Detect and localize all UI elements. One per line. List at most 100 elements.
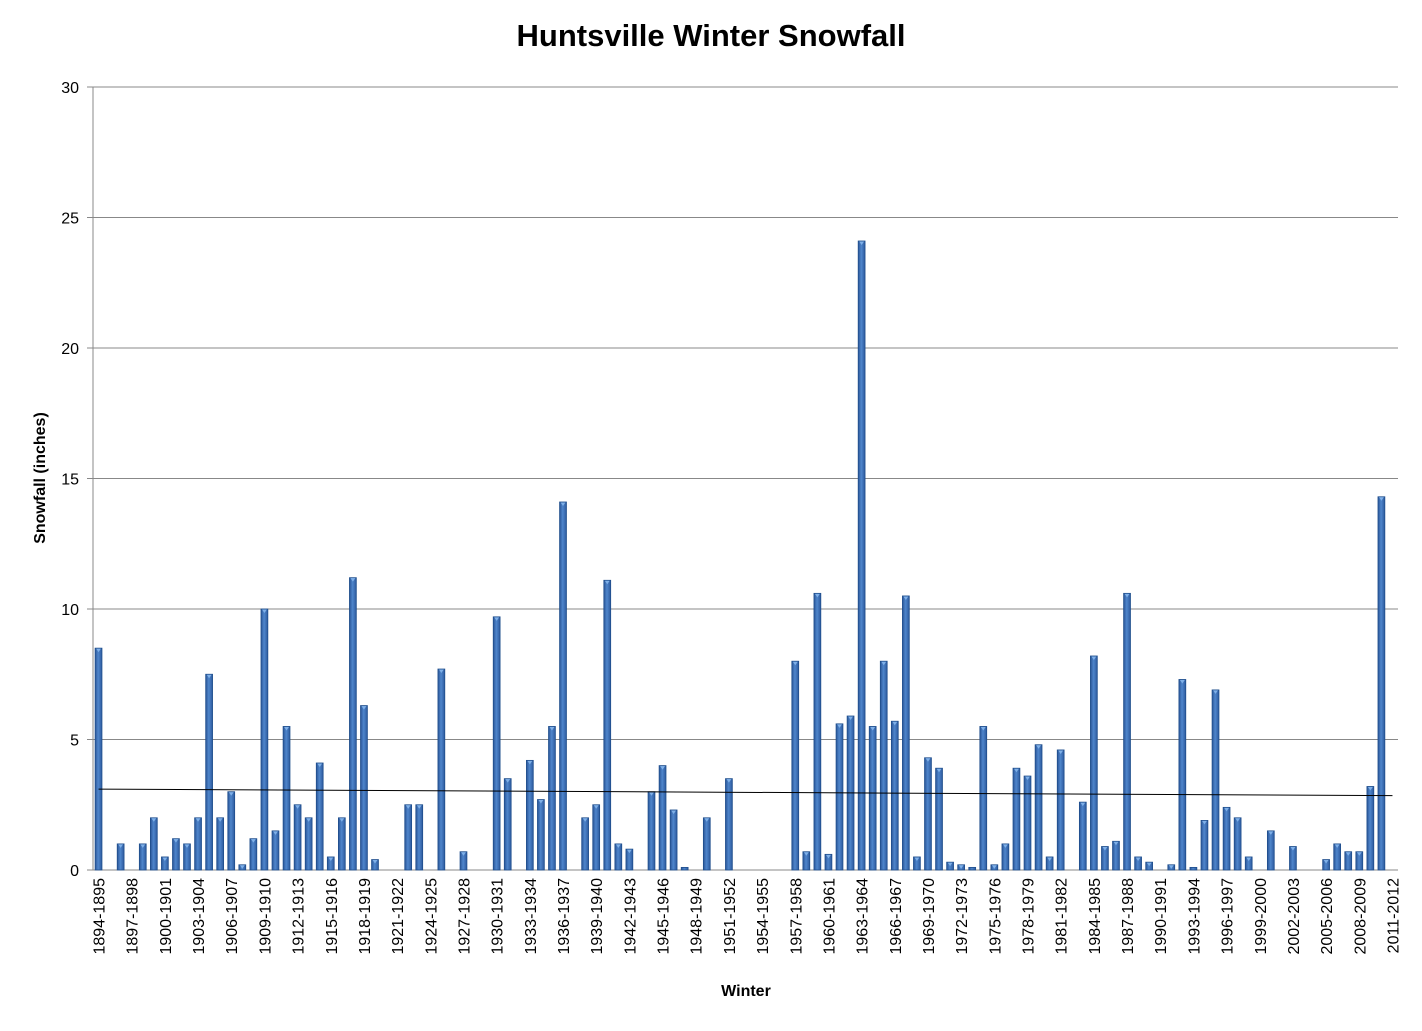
x-tick-label: 1954-1955 bbox=[755, 878, 772, 955]
bar bbox=[548, 726, 556, 871]
bar bbox=[293, 804, 302, 871]
x-tick-label: 1984-1985 bbox=[1087, 878, 1104, 955]
x-tick-label: 1951-1952 bbox=[722, 878, 739, 955]
x-tick-label: 1897-1898 bbox=[125, 878, 142, 955]
bar bbox=[1178, 679, 1187, 871]
bar bbox=[526, 759, 534, 871]
bar bbox=[415, 804, 424, 871]
bar bbox=[459, 851, 468, 871]
bar bbox=[1233, 817, 1242, 871]
bar bbox=[1167, 864, 1176, 871]
bar bbox=[1056, 749, 1065, 871]
bar bbox=[1366, 786, 1375, 871]
x-tick-label: 1921-1922 bbox=[390, 878, 407, 955]
bar bbox=[1211, 689, 1220, 871]
y-tick-label: 25 bbox=[61, 211, 79, 228]
y-tick-label: 15 bbox=[61, 472, 79, 489]
bar bbox=[1377, 496, 1386, 871]
bar bbox=[813, 592, 822, 871]
bar bbox=[404, 804, 413, 871]
x-tick-label: 1987-1988 bbox=[1120, 878, 1137, 955]
bar bbox=[371, 859, 379, 871]
bar bbox=[149, 817, 158, 871]
x-tick-label: 1972-1973 bbox=[954, 878, 971, 955]
bar bbox=[94, 647, 103, 871]
chart-title: Huntsville Winter Snowfall bbox=[516, 18, 906, 53]
x-tick-label: 1966-1967 bbox=[888, 878, 905, 955]
bar bbox=[271, 830, 280, 871]
x-tick-label: 2008-2009 bbox=[1352, 878, 1369, 955]
bar bbox=[1012, 767, 1021, 871]
bar bbox=[349, 577, 357, 871]
x-tick-label: 1915-1916 bbox=[324, 878, 341, 955]
bar bbox=[581, 817, 589, 871]
bar bbox=[338, 817, 346, 871]
bar bbox=[879, 660, 888, 871]
x-tick-label: 1999-2000 bbox=[1253, 878, 1270, 955]
x-tick-label: 1900-1901 bbox=[158, 878, 175, 955]
bar bbox=[1045, 856, 1054, 871]
bar bbox=[216, 817, 225, 871]
x-axis-ticks: 1894-1895 1897-1898 1900-1901 1903-1904 1906… bbox=[92, 878, 1403, 955]
bar bbox=[1244, 856, 1253, 871]
x-tick-label: 2005-2006 bbox=[1319, 878, 1336, 955]
x-tick-label: 1936-1937 bbox=[556, 878, 573, 955]
bar bbox=[902, 595, 910, 871]
bar bbox=[625, 848, 634, 871]
y-axis-ticks: 0 5 10 15 20 25 30 bbox=[61, 80, 79, 880]
trendline bbox=[98, 788, 1393, 797]
x-tick-label: 1990-1991 bbox=[1153, 878, 1170, 955]
x-tick-label: 1942-1943 bbox=[622, 878, 639, 955]
x-tick-label: 1894-1895 bbox=[92, 878, 109, 955]
bar bbox=[138, 843, 147, 871]
x-tick-label: 1963-1964 bbox=[855, 878, 872, 955]
bar bbox=[957, 864, 965, 871]
x-tick-label: 2002-2003 bbox=[1286, 878, 1303, 955]
x-tick-label: 1981-1982 bbox=[1054, 878, 1071, 955]
x-tick-label: 1996-1997 bbox=[1220, 878, 1237, 955]
bar bbox=[1001, 843, 1010, 871]
bar bbox=[1344, 851, 1353, 871]
x-tick-label: 1975-1976 bbox=[987, 878, 1004, 955]
y-tick-label: 5 bbox=[70, 733, 79, 750]
bar bbox=[592, 804, 601, 871]
bar bbox=[503, 778, 512, 871]
bar bbox=[304, 817, 313, 871]
bar bbox=[868, 726, 877, 871]
bar bbox=[1101, 846, 1109, 871]
bar bbox=[802, 851, 811, 871]
bar bbox=[559, 501, 567, 871]
x-tick-label: 1912-1913 bbox=[291, 878, 308, 955]
x-tick-label: 1930-1931 bbox=[490, 878, 507, 955]
bar bbox=[537, 799, 545, 871]
x-tick-label: 1960-1961 bbox=[821, 878, 838, 955]
bar bbox=[1200, 820, 1209, 871]
bar bbox=[1266, 830, 1275, 871]
bar bbox=[680, 866, 689, 871]
bar bbox=[161, 856, 169, 871]
bar bbox=[1023, 775, 1032, 871]
bar bbox=[702, 817, 711, 871]
bar bbox=[658, 765, 667, 871]
bar bbox=[238, 864, 247, 871]
bar bbox=[116, 843, 125, 871]
bar bbox=[924, 757, 932, 871]
bar bbox=[791, 660, 800, 871]
bar bbox=[437, 668, 446, 871]
x-tick-label: 1969-1970 bbox=[921, 878, 938, 955]
x-tick-label: 1924-1925 bbox=[423, 878, 440, 955]
x-tick-label: 1948-1949 bbox=[689, 878, 706, 955]
bar bbox=[946, 861, 954, 871]
bar bbox=[824, 853, 833, 871]
bar bbox=[249, 838, 258, 871]
y-tick-label: 30 bbox=[61, 80, 79, 97]
x-tick-label: 1903-1904 bbox=[191, 878, 208, 955]
bar bbox=[1189, 866, 1198, 871]
bar bbox=[360, 705, 368, 871]
x-axis-title: Winter bbox=[721, 983, 771, 1000]
bar bbox=[227, 791, 236, 871]
x-tick-label: 1945-1946 bbox=[656, 878, 673, 955]
bar bbox=[1078, 801, 1087, 871]
bar bbox=[968, 866, 977, 871]
bar bbox=[1090, 655, 1098, 871]
